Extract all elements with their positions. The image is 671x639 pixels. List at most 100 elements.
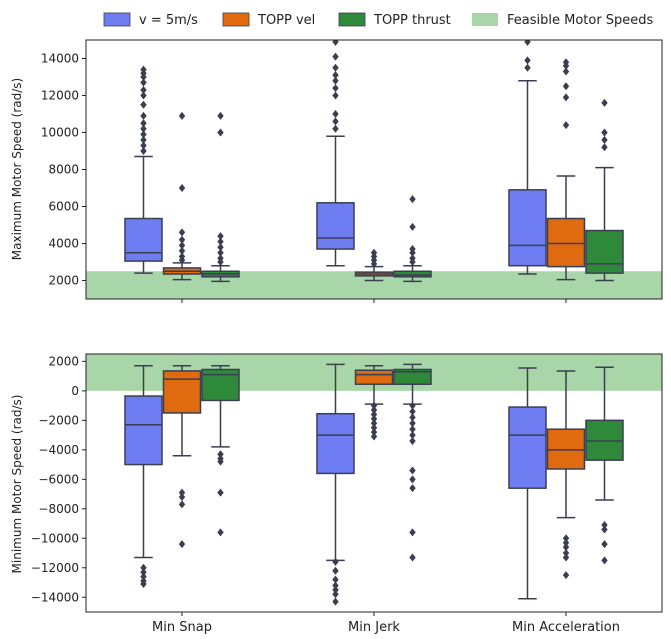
bottom-2-topp_vel-outlier: [562, 543, 570, 552]
top-1-v5-outlier: [332, 84, 339, 93]
legend-swatch-v5: [103, 12, 131, 27]
bottom-0-topp_thrust-outlier: [217, 488, 224, 497]
bottom-1-topp_vel-outlier: [370, 414, 378, 423]
top-y-tick-label: 4000: [48, 237, 79, 251]
top-ylabel: Maximum Motor Speed (rad/s): [10, 78, 24, 260]
bottom-2-topp_thrust-outlier: [601, 540, 608, 549]
top-2-v5-box: [508, 189, 547, 267]
bottom-0-topp_thrust-outlier: [217, 528, 224, 537]
bottom-2-topp_thrust-outlier: [601, 521, 608, 530]
bottom-0-topp_vel-outlier: [178, 488, 186, 497]
bottom-1-topp_thrust-outlier: [409, 528, 416, 537]
top-0-v5-outlier: [140, 119, 147, 128]
top-y-tick-label: 12000: [41, 89, 79, 103]
bottom-1-v5-outlier: [332, 585, 339, 594]
top-0-topp_vel-outlier: [178, 111, 186, 120]
top-1-v5-outlier: [332, 71, 339, 80]
top-0-v5-outlier: [140, 147, 147, 155]
top-2-topp_vel-outlier: [562, 58, 570, 67]
top-0-topp_vel-outlier: [178, 252, 186, 261]
top-1-v5-box: [316, 202, 355, 250]
top-0-topp_thrust-outlier: [217, 237, 224, 246]
bottom-1-v5-outlier: [332, 566, 339, 575]
bottom-0-topp_thrust-outlier: [217, 457, 224, 466]
bottom-1-topp_thrust-outlier: [409, 475, 416, 484]
legend-label-topp-thrust: TOPP thrust: [373, 13, 451, 28]
top-0-v5-outlier: [140, 78, 147, 87]
legend: v = 5m/s TOPP vel TOPP thrust Feasible M…: [103, 12, 654, 28]
bottom-1-topp_thrust-outlier: [409, 466, 416, 475]
top-0-v5-box: [124, 217, 163, 262]
bottom-0-topp_vel-outlier: [178, 500, 186, 509]
bottom-2-v5-box: [508, 406, 547, 489]
top-0-v5-outlier: [140, 135, 147, 144]
bottom-2-topp_thrust-outlier: [601, 556, 608, 565]
bottom-1-topp_thrust-outlier: [409, 401, 416, 410]
top-1-topp_vel-outlier: [370, 248, 378, 257]
bottom-2-topp_vel-outlier: [562, 534, 570, 543]
top-1-topp_thrust-outlier: [409, 222, 416, 231]
top-0-v5-outlier: [140, 91, 147, 100]
top-1-topp_thrust-outlier: [409, 195, 416, 204]
top-0-v5-outlier: [140, 130, 147, 139]
top-2-topp_vel-outlier: [562, 93, 570, 102]
x-tick-label-min-acceleration: Min Acceleration: [512, 620, 620, 635]
top-0-v5-outlier: [140, 141, 147, 150]
top-2-v5-outlier: [524, 40, 531, 46]
bottom-2-topp_thrust-outlier: [601, 525, 608, 534]
legend-label-feasible: Feasible Motor Speeds: [507, 13, 654, 28]
bottom-1-topp_thrust-outlier: [409, 553, 416, 562]
bottom-1-v5-outlier: [332, 575, 339, 584]
top-0-v5-outlier: [140, 65, 147, 74]
top-1-topp_thrust-outlier: [409, 245, 416, 254]
bottom-ylabel: Minimum Motor Speed (rad/s): [10, 395, 24, 574]
top-0-v5-outlier: [140, 124, 147, 133]
top-2-v5-outlier: [524, 56, 531, 65]
top-0-v5-outlier: [140, 100, 147, 109]
bottom-1-topp_thrust-outlier: [409, 413, 416, 422]
top-1-topp_thrust-outlier: [409, 254, 416, 263]
bottom-1-topp_vel-outlier: [370, 428, 378, 437]
bottom-1-topp_vel-outlier: [370, 432, 378, 441]
bottom-0-v5-outlier: [140, 563, 147, 572]
bottom-1-topp_vel-outlier: [370, 401, 378, 410]
bottom-y-tick-label: 2000: [48, 354, 79, 368]
bottom-0-topp_vel-outlier: [178, 493, 186, 502]
bottom-y-tick-label: −14000: [31, 590, 79, 604]
top-y-tick-label: 6000: [48, 200, 79, 214]
top-0-topp_vel-outlier: [178, 241, 186, 250]
bottom-1-topp_thrust-outlier: [409, 436, 416, 445]
bottom-1-topp_thrust-outlier: [409, 425, 416, 434]
bottom-y-tick-label: −6000: [38, 472, 79, 486]
bottom-1-v5-outlier: [332, 581, 339, 590]
legend-label-topp-vel: TOPP vel: [257, 13, 315, 28]
bottom-y-tick-label: 0: [71, 384, 79, 398]
bottom-0-topp_thrust-outlier: [217, 450, 224, 459]
bottom-0-v5-box: [124, 395, 163, 466]
top-0-topp_thrust-outlier: [217, 248, 224, 257]
top-0-topp_thrust-outlier: [217, 111, 224, 120]
top-2-topp_vel-outlier: [562, 121, 570, 130]
bottom-0-topp_vel-box: [162, 370, 202, 414]
bottom-1-topp_vel-outlier: [370, 423, 378, 432]
bottom-1-topp_thrust-outlier: [409, 407, 416, 416]
top-2-topp_vel-box: [546, 217, 586, 268]
top-1-v5-outlier: [332, 40, 339, 46]
top-plot-area: [86, 40, 662, 299]
top-0-topp_vel-outlier: [178, 184, 186, 192]
x-tick-label-min-snap: Min Snap: [152, 620, 212, 635]
top-2-topp_thrust-outlier: [601, 98, 608, 107]
bottom-1-topp_thrust-outlier: [409, 431, 416, 440]
top-0-topp_vel-outlier: [178, 235, 186, 244]
bottom-0-v5-outlier: [140, 568, 147, 577]
top-1-v5-outlier: [332, 63, 339, 72]
legend-label-v5: v = 5m/s: [139, 13, 198, 28]
top-2-topp_thrust-outlier: [601, 135, 608, 144]
bottom-1-topp_vel-outlier: [370, 406, 378, 415]
bottom-1-v5-outlier: [332, 597, 339, 606]
top-2-topp_vel-outlier: [562, 67, 570, 76]
bottom-y-tick-label: −8000: [38, 502, 79, 516]
top-2-topp_thrust-outlier: [601, 143, 608, 152]
bottom-y-tick-label: −4000: [38, 443, 79, 457]
top-1-v5-outlier: [332, 117, 339, 126]
